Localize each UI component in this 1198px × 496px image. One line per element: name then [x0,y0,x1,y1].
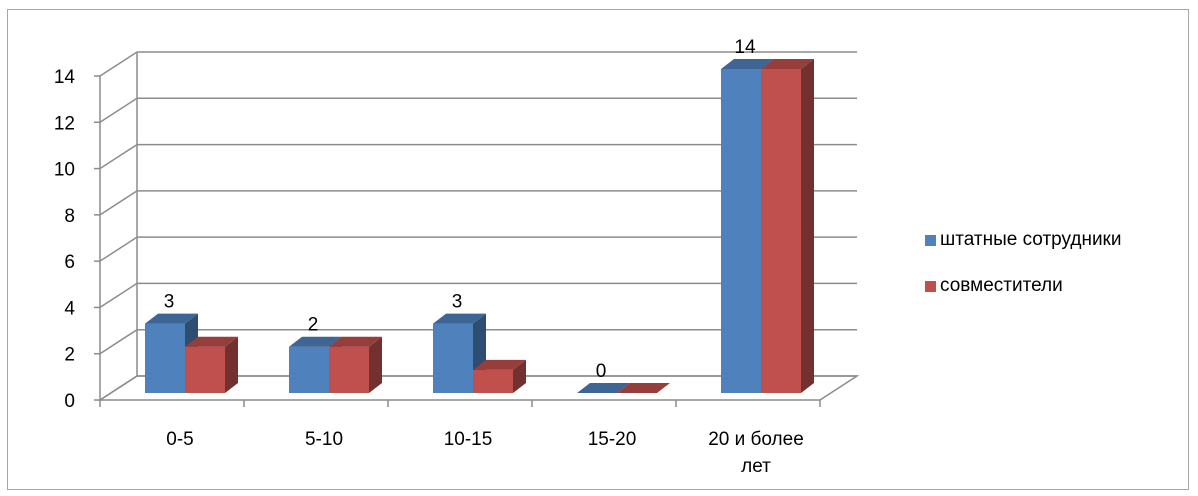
bar-front [761,69,801,393]
gridline-depth [99,143,138,170]
x-tick-label: 5-10 [305,429,343,450]
legend: штатные сотрудники совместители [925,226,1121,318]
y-tick-label: 2 [64,345,75,366]
legend-item-part-time: совместители [925,272,1121,300]
data-labels: 3 2 3 0 14 [164,37,756,382]
gridline-depth [99,97,138,123]
gridline-depth [99,51,138,77]
bar [577,383,630,393]
bar-top [433,313,486,324]
bar-front [433,323,473,393]
bar-top [185,336,238,347]
bar-side [225,336,238,393]
bar-front [721,69,761,393]
legend-item-staff: штатные сотрудники [925,226,1121,254]
axes: 0 2 4 6 8 10 12 14 0-5 5-10 10-15 15-20 20 и более ле… [54,52,860,477]
bars [145,59,814,393]
floor [97,375,860,401]
bar-front [473,369,513,393]
bar-side [801,59,814,393]
y-tick-label: 4 [64,298,75,319]
x-tick-label: 15-20 [588,429,637,450]
data-label: 14 [734,37,756,58]
bar-front [329,346,369,393]
bar-front [145,323,185,393]
y-tick-label: 0 [64,391,75,412]
bar-top [145,313,198,324]
gridline-depth [99,190,138,216]
bar-front [185,346,225,393]
bar-front [289,346,329,393]
y-tick-label: 12 [54,113,75,134]
bar-top [761,59,814,69]
bar-side [369,336,382,393]
legend-swatch-part-time [925,280,936,292]
bar-top [289,336,342,347]
chart-frame [7,9,1189,490]
bar [617,383,670,393]
x-tick-label: 0-5 [166,429,193,450]
gridline-depth [99,236,138,262]
x-tick-label: 10-15 [444,429,493,450]
y-tick-label: 6 [64,252,75,273]
data-label: 2 [308,315,319,336]
x-tick-label: 20 и более лет [708,429,804,477]
bar-side [513,359,526,393]
bar-top [721,59,774,69]
data-label: 0 [596,361,607,382]
y-tick-label: 14 [54,67,76,88]
bar-top [329,336,382,347]
data-label: 3 [452,292,463,313]
legend-swatch-staff [925,234,936,246]
y-tick-label: 10 [54,160,75,181]
bar [185,336,238,393]
bar [761,59,814,393]
bar-top [473,359,526,370]
bar-top [617,383,670,393]
legend-label-staff: штатные сотрудники [940,229,1122,250]
bar [329,336,382,393]
legend-label-part-time: совместители [940,275,1063,296]
gridline-depth [99,329,138,355]
bar [473,359,526,393]
y-tick-label: 8 [64,206,75,227]
bar-top [577,383,630,393]
gridline-depth [99,282,138,309]
data-label: 3 [164,292,175,313]
